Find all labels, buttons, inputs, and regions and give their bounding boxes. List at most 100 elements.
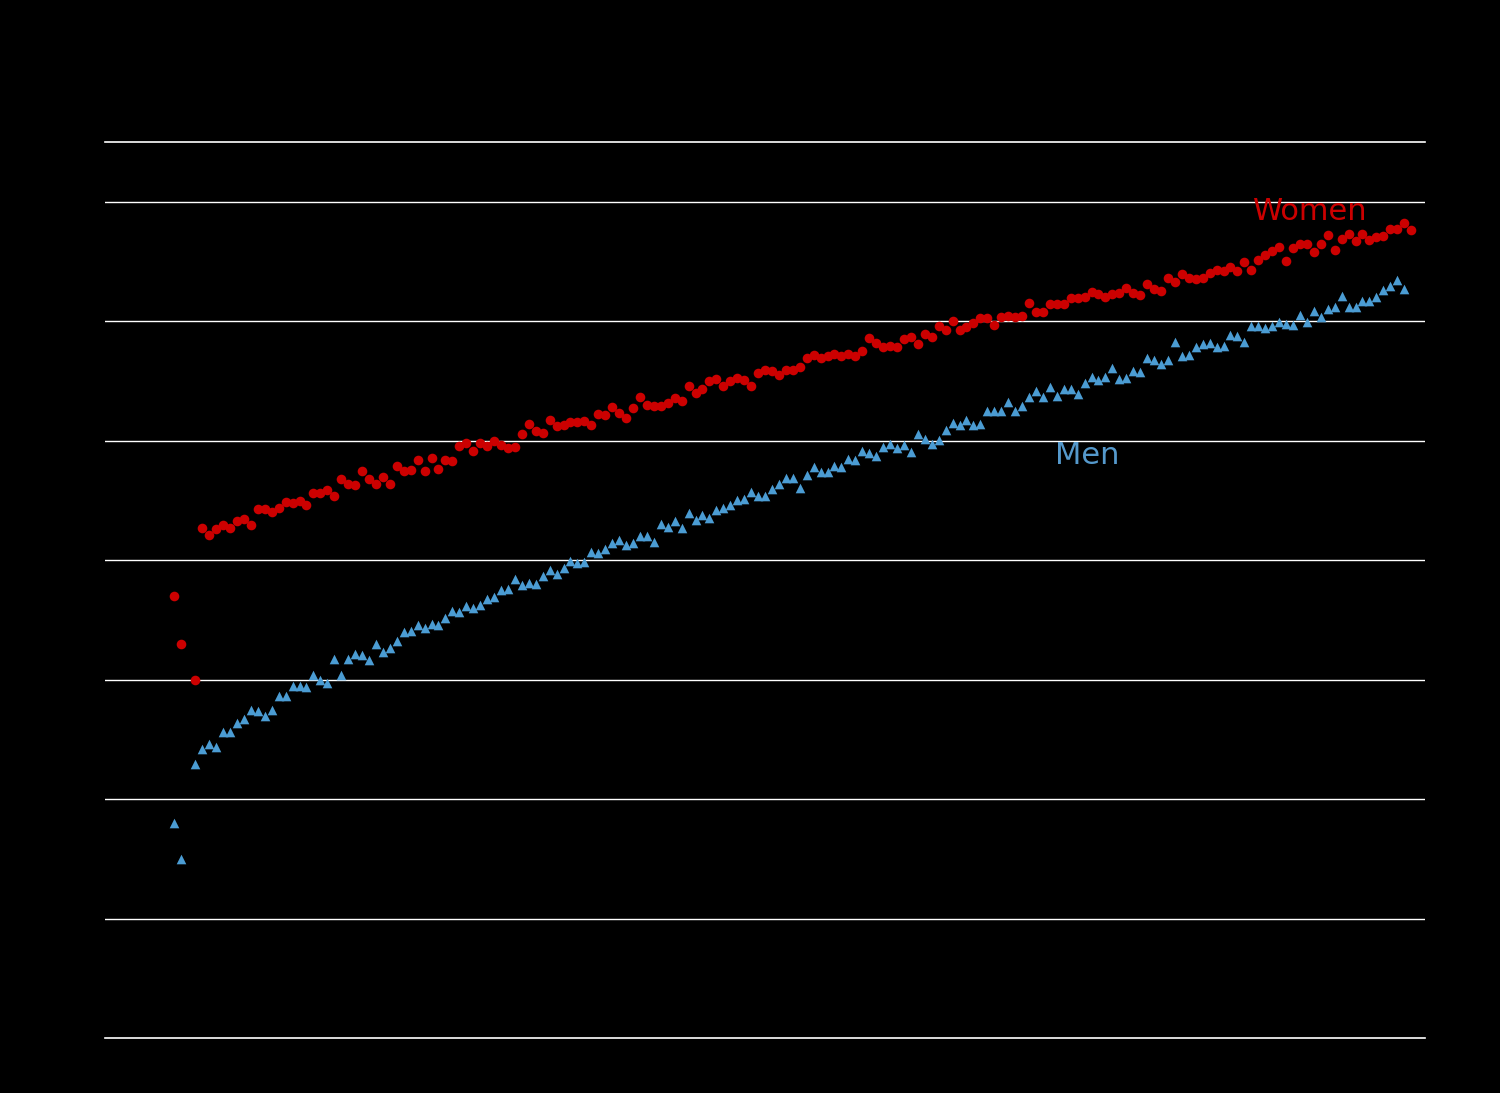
Point xyxy=(801,459,825,477)
Point xyxy=(676,377,700,395)
Point xyxy=(460,443,484,460)
Point xyxy=(892,330,916,348)
Point xyxy=(302,484,326,502)
Point xyxy=(170,850,194,868)
Point xyxy=(1350,292,1374,309)
Point xyxy=(1052,380,1076,398)
Point xyxy=(238,702,262,719)
Point xyxy=(370,468,394,485)
Point xyxy=(684,510,708,528)
Point xyxy=(288,492,312,509)
Point xyxy=(1191,334,1215,352)
Point xyxy=(225,715,249,732)
Point xyxy=(1170,266,1194,283)
Point xyxy=(217,724,242,741)
Point xyxy=(878,338,902,355)
Point xyxy=(1114,369,1138,387)
Point xyxy=(1204,338,1228,355)
Point xyxy=(1128,286,1152,304)
Point xyxy=(1316,301,1340,318)
Point xyxy=(906,336,930,353)
Point xyxy=(1281,317,1305,334)
Point xyxy=(364,635,388,653)
Point xyxy=(746,364,770,381)
Point xyxy=(795,349,819,366)
Point xyxy=(740,483,764,501)
Point xyxy=(1226,262,1250,280)
Point xyxy=(476,590,500,608)
Point xyxy=(1358,232,1382,249)
Point xyxy=(718,496,742,514)
Point xyxy=(344,646,368,663)
Point xyxy=(370,644,394,661)
Point xyxy=(378,474,402,492)
Point xyxy=(1268,238,1292,256)
Point xyxy=(856,329,880,346)
Point xyxy=(1004,402,1028,420)
Point xyxy=(566,413,590,431)
Point xyxy=(801,346,825,364)
Point xyxy=(510,577,534,595)
Point xyxy=(1197,334,1221,352)
Point xyxy=(433,610,457,627)
Point xyxy=(489,436,513,454)
Point xyxy=(753,487,777,505)
Point xyxy=(669,519,693,537)
Point xyxy=(378,639,402,657)
Point xyxy=(288,678,312,695)
Point xyxy=(962,314,986,331)
Point xyxy=(746,487,770,505)
Point xyxy=(1288,306,1312,324)
Point xyxy=(1017,294,1041,312)
Point xyxy=(663,513,687,530)
Point xyxy=(225,513,249,530)
Point xyxy=(1365,287,1389,305)
Point xyxy=(856,444,880,461)
Point xyxy=(503,571,526,588)
Point xyxy=(267,686,291,704)
Point xyxy=(1024,303,1048,320)
Point xyxy=(190,519,214,537)
Point xyxy=(724,368,748,386)
Point xyxy=(350,462,374,480)
Point xyxy=(1191,269,1215,286)
Point xyxy=(232,510,256,528)
Point xyxy=(634,397,658,414)
Point xyxy=(1024,381,1048,399)
Point xyxy=(357,470,381,487)
Point xyxy=(183,755,207,773)
Point xyxy=(1162,332,1186,350)
Point xyxy=(1046,296,1070,314)
Point xyxy=(420,615,444,633)
Text: Women: Women xyxy=(1254,197,1368,226)
Point xyxy=(1218,258,1242,275)
Point xyxy=(920,435,944,453)
Point xyxy=(1212,337,1236,354)
Point xyxy=(246,703,270,720)
Point xyxy=(482,432,506,449)
Point xyxy=(399,461,423,479)
Point xyxy=(1072,374,1096,391)
Point xyxy=(260,503,284,520)
Point xyxy=(496,580,520,598)
Point xyxy=(1274,316,1298,333)
Point xyxy=(788,479,812,496)
Point xyxy=(1246,251,1270,269)
Point xyxy=(1323,240,1347,258)
Point xyxy=(1149,355,1173,373)
Point xyxy=(1136,275,1160,293)
Point xyxy=(1384,221,1408,238)
Point xyxy=(273,493,297,510)
Point xyxy=(684,384,708,401)
Point xyxy=(690,506,714,524)
Point xyxy=(940,313,964,330)
Point xyxy=(386,457,410,474)
Point xyxy=(1310,308,1334,326)
Point xyxy=(1212,262,1236,280)
Point xyxy=(1260,243,1284,260)
Point xyxy=(1268,314,1292,331)
Point xyxy=(1017,388,1041,406)
Point xyxy=(246,501,270,518)
Point xyxy=(392,462,416,480)
Point xyxy=(816,348,840,365)
